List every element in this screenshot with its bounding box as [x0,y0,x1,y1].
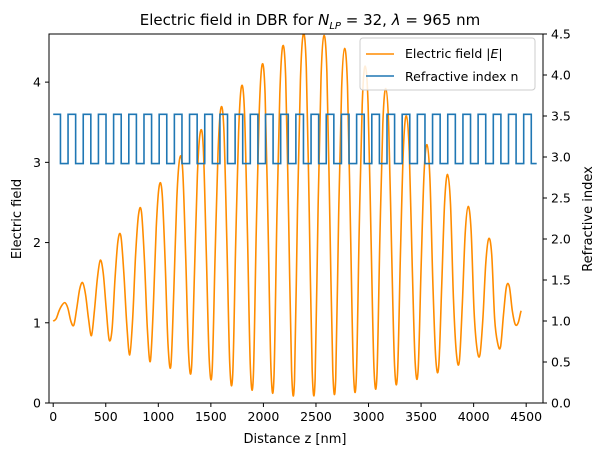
series-line-refractive-index [53,113,537,165]
y-right-tick-label: 2.5 [551,191,571,206]
y-left-tick-label: 1 [33,315,41,330]
y-axis-right-label: Refractive index [581,166,596,272]
y-right-tick-label: 3.0 [551,150,571,165]
y-left-tick-label: 4 [33,75,41,90]
y-right-tick-label: 0.5 [551,355,571,370]
x-tick-label: 4500 [510,409,542,424]
y-left-tick-label: 3 [33,155,41,170]
x-axis-label: Distance z [nm] [244,432,347,447]
x-tick-label: 2000 [248,409,280,424]
y-right-tick-label: 1.5 [551,273,571,288]
axes-frame [48,33,544,404]
y-right-tick-label: 3.5 [551,109,571,124]
x-tick-label: 3500 [405,409,437,424]
legend-label-electric-field: Electric field |E| [405,46,503,61]
legend-frame [359,37,536,91]
title-symbol-n: N [318,11,329,29]
ticks: 0 500 1000 1500 2000 2500 3000 3500 4000 4500 0 1 2 3… [33,27,571,425]
x-tick-label: 1500 [195,409,227,424]
y-right-tick-label: 4.5 [551,27,571,42]
legend: Electric field |E| Refractive index n [359,37,536,91]
series-line-electric-field [52,34,522,397]
legend-label-electric-field-prefix: Electric field [405,46,486,61]
chart-title: Electric field in DBR for NLP = 32, λ = … [140,11,480,32]
title-symbol-lambda: λ [391,11,401,29]
x-tick-label: 0 [49,409,57,424]
x-tick-label: 4000 [458,409,490,424]
title-subscript: LP [329,21,342,32]
y-right-tick-label: 4.0 [551,68,571,83]
title-suffix: = 965 nm [401,11,481,29]
x-tick-label: 2500 [300,409,332,424]
y-left-tick-label: 2 [33,235,41,250]
x-tick-label: 1000 [142,409,174,424]
x-tick-label: 3000 [353,409,385,424]
title-eq1: = 32, [341,11,392,29]
plot-area [52,34,537,397]
y-axis-left-label: Electric field [10,179,25,259]
legend-label-electric-field-math: |E| [486,46,502,61]
y-left-tick-label: 0 [33,396,41,411]
title-prefix: Electric field in DBR for [140,11,318,29]
legend-label-refractive-index: Refractive index n [405,69,518,84]
x-tick-label: 500 [94,409,118,424]
y-right-tick-label: 0.0 [551,396,571,411]
y-right-tick-label: 1.0 [551,314,571,329]
y-right-tick-label: 2.0 [551,232,571,247]
